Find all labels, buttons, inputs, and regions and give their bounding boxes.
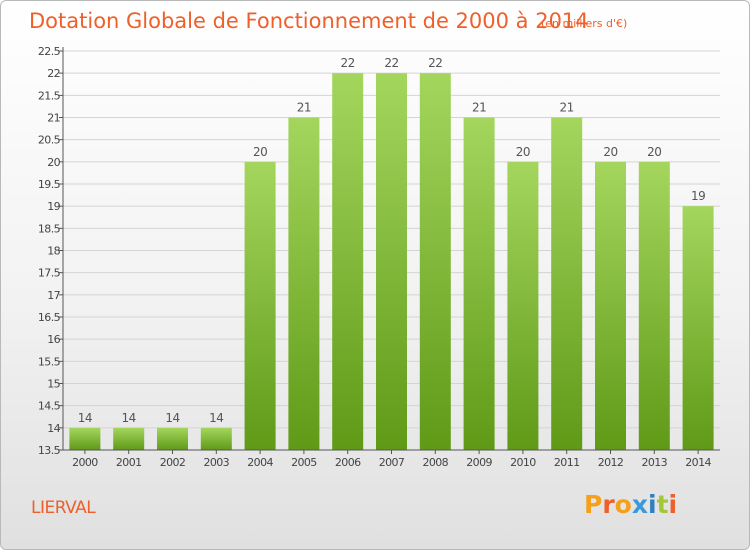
- y-tick-label: 14.5: [38, 400, 61, 413]
- bar: [551, 117, 583, 450]
- y-tick-label: 21.5: [38, 89, 61, 102]
- y-tick-label: 22.5: [38, 45, 61, 58]
- bar: [244, 161, 276, 451]
- label-layer: 14 14 14 14 20 21 22 22 22 21 20 21 20 20 19: [78, 56, 706, 425]
- x-tick-label: 2001: [116, 456, 142, 469]
- y-tick-label: 15.5: [38, 355, 61, 368]
- y-tick-label: 15: [47, 378, 60, 391]
- x-tick-label: 2004: [247, 456, 273, 469]
- location-name: LIERVAL: [31, 498, 96, 518]
- chart-title: Dotation Globale de Fonctionnement de 20…: [29, 9, 589, 33]
- bar-value-label: 20: [603, 145, 617, 159]
- bar-value-label: 22: [428, 56, 442, 70]
- y-tick-label: 17: [47, 289, 60, 302]
- bar-value-label: 22: [384, 56, 398, 70]
- logo-letter: i: [668, 490, 678, 519]
- bar-value-label: 22: [341, 56, 355, 70]
- logo-letter: P: [584, 490, 603, 519]
- bar-value-label: 21: [472, 101, 486, 115]
- x-tick-label: 2008: [422, 456, 448, 469]
- y-tick-label: 19: [47, 200, 60, 213]
- y-tick-label: 20.5: [38, 134, 61, 147]
- bar-value-label: 20: [647, 145, 661, 159]
- bar: [682, 206, 714, 450]
- logo-letter: t: [656, 490, 669, 519]
- x-tick-label: 2000: [72, 456, 98, 469]
- bar: [419, 73, 451, 451]
- bar: [507, 161, 539, 451]
- bar-value-label: 19: [691, 189, 705, 203]
- x-tick-label: 2006: [335, 456, 361, 469]
- bar-value-label: 21: [297, 101, 311, 115]
- bar: [463, 117, 495, 450]
- y-tick-label: 14: [47, 422, 60, 435]
- bar: [288, 117, 320, 450]
- x-tick-label: 2009: [466, 456, 492, 469]
- y-tick-label: 16.5: [38, 311, 61, 324]
- y-tick-label: 22: [47, 67, 60, 80]
- bar-value-label: 14: [209, 411, 223, 425]
- proxiti-logo: Proxiti: [584, 490, 677, 519]
- logo-letter: o: [614, 490, 632, 519]
- x-tick-label: 2005: [291, 456, 317, 469]
- bar-value-label: 14: [165, 411, 179, 425]
- bar-value-label: 20: [253, 145, 267, 159]
- bar-layer: [69, 73, 714, 451]
- y-tick-label: 16: [47, 333, 60, 346]
- logo-letter: x: [631, 490, 648, 519]
- y-tick-label: 19.5: [38, 178, 61, 191]
- y-tick-label: 21: [47, 112, 60, 125]
- y-tick-label: 13.5: [38, 444, 61, 457]
- bar: [200, 427, 232, 450]
- bar: [638, 161, 670, 451]
- unit-label: (en milliers d'€): [541, 17, 628, 30]
- y-tick-label: 17.5: [38, 267, 61, 280]
- x-tick-label: 2002: [160, 456, 186, 469]
- axis-layer: 13.5 14 14.5 15 15.5 16 16.5 17 17.5 18 18.5 19 19.5…: [38, 45, 720, 469]
- x-tick-label: 2003: [203, 456, 229, 469]
- bar: [69, 427, 101, 450]
- bar: [332, 73, 364, 451]
- x-tick-label: 2011: [554, 456, 580, 469]
- bar-value-label: 14: [122, 411, 136, 425]
- bar-value-label: 21: [560, 101, 574, 115]
- bar-value-label: 14: [78, 411, 92, 425]
- bar: [376, 73, 407, 451]
- x-tick-label: 2012: [598, 456, 624, 469]
- y-tick-label: 20: [47, 156, 60, 169]
- x-tick-label: 2010: [510, 456, 536, 469]
- x-tick-label: 2014: [685, 456, 711, 469]
- bar-value-label: 20: [516, 145, 530, 159]
- x-tick-label: 2007: [379, 456, 405, 469]
- y-tick-label: 18.5: [38, 222, 61, 235]
- y-tick-label: 18: [47, 245, 60, 258]
- logo-letter: i: [648, 490, 657, 519]
- bar: [595, 161, 626, 451]
- logo-letter: r: [602, 490, 615, 519]
- x-tick-label: 2013: [641, 456, 667, 469]
- bar: [113, 427, 145, 450]
- bar: [157, 427, 188, 450]
